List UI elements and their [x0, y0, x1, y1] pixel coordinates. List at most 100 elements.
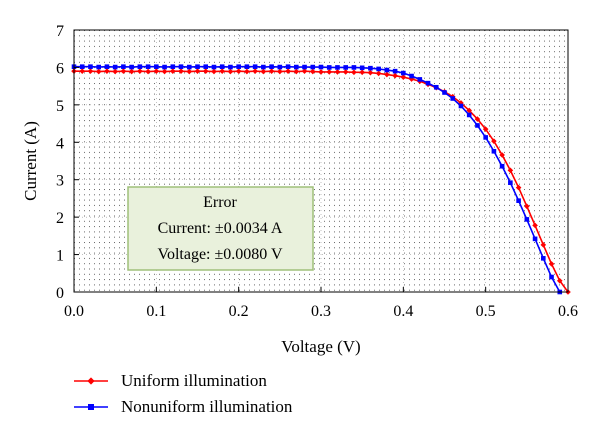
series-1-point — [499, 163, 505, 169]
y-tick-label: 4 — [56, 135, 64, 152]
series-0-point — [260, 68, 267, 75]
series-1-point — [104, 64, 110, 69]
series-0-point — [342, 69, 349, 75]
y-tick-label: 0 — [56, 285, 64, 302]
series-0-point — [524, 203, 530, 210]
series-1-point — [269, 64, 274, 69]
x-tick-label: 0.0 — [64, 303, 84, 320]
series-0-point — [227, 68, 234, 75]
series-1-point — [425, 80, 431, 86]
series-1-point — [508, 180, 513, 186]
series-0-point — [277, 68, 283, 75]
series-0-point — [548, 261, 555, 267]
y-tick-label: 7 — [56, 23, 64, 40]
series-0-point — [466, 107, 472, 114]
series-1-point — [376, 66, 381, 72]
series-0-point — [268, 68, 275, 74]
axes — [73, 29, 569, 293]
series-1-point — [302, 64, 307, 70]
series-1-point — [524, 217, 530, 222]
series-1-point — [458, 103, 464, 109]
series-1-point — [285, 64, 291, 69]
series-1-point — [112, 64, 118, 70]
series-1-point — [294, 64, 299, 70]
series-1-point — [475, 123, 480, 128]
series-0-point — [301, 68, 308, 74]
series-1-point — [326, 65, 332, 70]
series-1-point — [368, 65, 373, 71]
legend: Uniform illumination Nonuniform illumina… — [74, 371, 293, 416]
series-0-point — [532, 222, 538, 229]
series-0-point — [482, 126, 489, 132]
series-0-point — [285, 68, 291, 74]
series-1-point — [433, 84, 439, 90]
series-0-point — [515, 184, 522, 191]
x-tick-label: 0.6 — [558, 303, 578, 320]
tick-labels: 0.0 0.1 0.2 0.3 0.4 0.5 0.6 0 1 2 3 4 5 6 7 — [56, 23, 578, 320]
series-0-point — [400, 74, 407, 80]
error-annotation: Error Current: ±0.0034 A Voltage: ±0.008… — [127, 186, 314, 271]
series-1-point — [450, 96, 456, 101]
series-1-point — [417, 77, 423, 82]
series-1-point — [351, 65, 357, 70]
series-0-point — [252, 68, 258, 74]
series-1-point — [88, 64, 93, 69]
series-0-point — [112, 68, 118, 75]
series-0-point — [507, 167, 514, 174]
series-0-point — [334, 69, 341, 75]
x-tick-label: 0.4 — [393, 303, 413, 320]
series-0-point — [95, 68, 102, 75]
series-1-point — [162, 64, 167, 70]
series-0-point — [491, 138, 497, 144]
series-1-point — [195, 64, 200, 69]
series-1-point — [211, 64, 217, 70]
series-1-point — [129, 64, 134, 70]
x-tick-label: 0.1 — [146, 303, 166, 320]
legend-item-uniform: Uniform illumination — [74, 371, 267, 390]
series-1-point — [516, 198, 521, 203]
error-voltage: Voltage: ±0.0080 V — [157, 246, 283, 263]
series-1-point — [401, 70, 406, 76]
x-tick-label: 0.5 — [476, 303, 496, 320]
series-0-point — [79, 68, 86, 74]
series-1-point — [236, 64, 241, 69]
x-tick-label: 0.2 — [229, 303, 249, 320]
legend-marker-uniform — [87, 377, 95, 385]
series-1-point — [318, 64, 324, 70]
series-1-point — [203, 64, 209, 69]
series-1-point — [343, 65, 348, 70]
series-0-point — [235, 68, 242, 74]
series-1-point — [483, 135, 488, 140]
series-1-point — [392, 68, 398, 74]
y-tick-label: 6 — [56, 60, 64, 77]
series-0-point — [351, 69, 357, 76]
series-0-point — [318, 69, 324, 75]
series-0-point — [556, 277, 563, 284]
series-0-point — [211, 68, 217, 75]
series-1-point — [121, 64, 126, 69]
y-axis-label: Current (A) — [21, 121, 40, 201]
series-1-point — [244, 64, 250, 69]
series-1-point — [252, 64, 258, 69]
series-1-point — [178, 64, 184, 69]
series-0-point — [359, 69, 365, 76]
series-1 — [71, 64, 563, 295]
y-tick-label: 1 — [56, 248, 64, 265]
series-0-point — [384, 71, 390, 78]
series-1-point — [79, 64, 85, 69]
legend-label-nonuniform: Nonuniform illumination — [121, 397, 293, 416]
error-current: Current: ±0.0034 A — [158, 220, 283, 237]
series-0-point — [392, 72, 398, 79]
series-0-point — [326, 69, 333, 75]
series-0-point — [367, 69, 374, 76]
legend-item-nonuniform: Nonuniform illumination — [74, 397, 293, 416]
series-1-point — [532, 236, 538, 242]
series-0-point — [170, 68, 176, 74]
series-0-point — [293, 68, 300, 75]
series-0-point — [87, 68, 94, 74]
series-1-point — [541, 256, 546, 261]
series-0-point — [186, 68, 193, 75]
series-1-point — [310, 64, 316, 70]
series-1-point — [219, 64, 225, 69]
